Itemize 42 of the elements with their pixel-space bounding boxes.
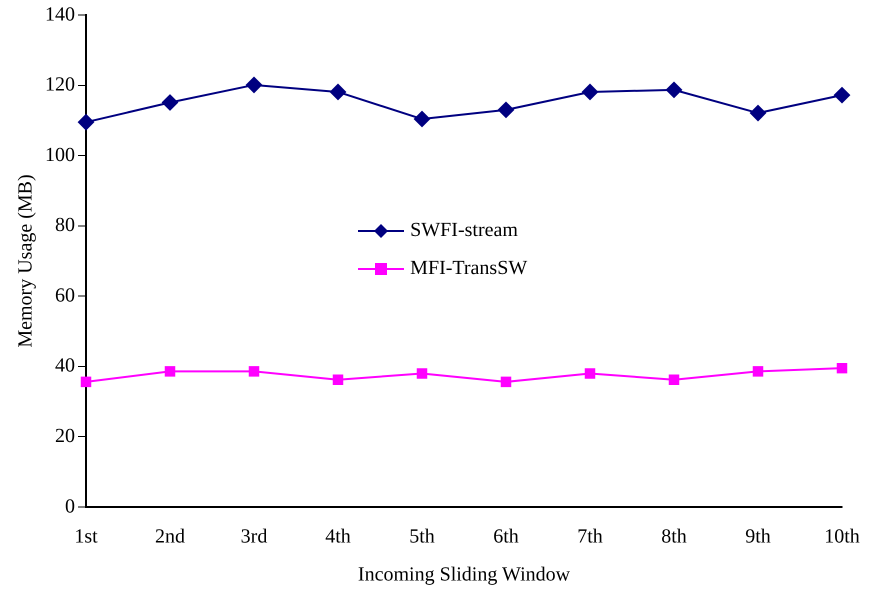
y-tick-label: 0 xyxy=(65,495,75,518)
point xyxy=(668,374,680,386)
x-tick-label: 3rd xyxy=(240,525,268,548)
y-tick-label: 40 xyxy=(55,354,75,377)
point xyxy=(836,362,848,374)
y-tick-label: 20 xyxy=(55,424,75,447)
point xyxy=(332,374,344,386)
y-axis-title: Memory Usage (MB) xyxy=(14,174,36,348)
legend-label: SWFI-stream xyxy=(410,219,518,242)
point xyxy=(248,366,260,377)
point xyxy=(162,94,178,111)
x-tick-label: 7th xyxy=(577,525,603,548)
point xyxy=(164,366,176,377)
y-tick-label: 100 xyxy=(45,144,75,166)
point xyxy=(752,366,764,377)
x-tick-label: 5th xyxy=(409,525,435,548)
point xyxy=(584,368,596,379)
point xyxy=(498,102,514,118)
point xyxy=(582,84,598,100)
x-tick-label: 8th xyxy=(661,525,687,548)
point xyxy=(416,368,428,379)
y-tick-label: 120 xyxy=(45,74,75,96)
point xyxy=(666,82,682,98)
point xyxy=(500,376,512,388)
x-tick-label: 4th xyxy=(325,525,351,548)
y-tick-label: 60 xyxy=(55,284,75,306)
x-tick-label: 9th xyxy=(745,525,771,548)
y-tick-label: 140 xyxy=(45,3,75,26)
point xyxy=(78,114,94,130)
y-tick-label: 80 xyxy=(55,214,75,236)
point xyxy=(330,84,346,100)
point xyxy=(80,376,92,388)
x-axis-title: Incoming Sliding Window xyxy=(358,563,571,586)
point xyxy=(246,76,262,93)
x-tick-label: 1st xyxy=(74,525,98,548)
point xyxy=(414,111,430,128)
legend-label: MFI-TransSW xyxy=(410,257,528,280)
x-tick-label: 6th xyxy=(493,525,519,548)
point xyxy=(834,87,850,104)
x-tick-label: 2nd xyxy=(155,525,185,548)
point xyxy=(750,105,766,122)
x-tick-label: 10th xyxy=(824,525,860,548)
